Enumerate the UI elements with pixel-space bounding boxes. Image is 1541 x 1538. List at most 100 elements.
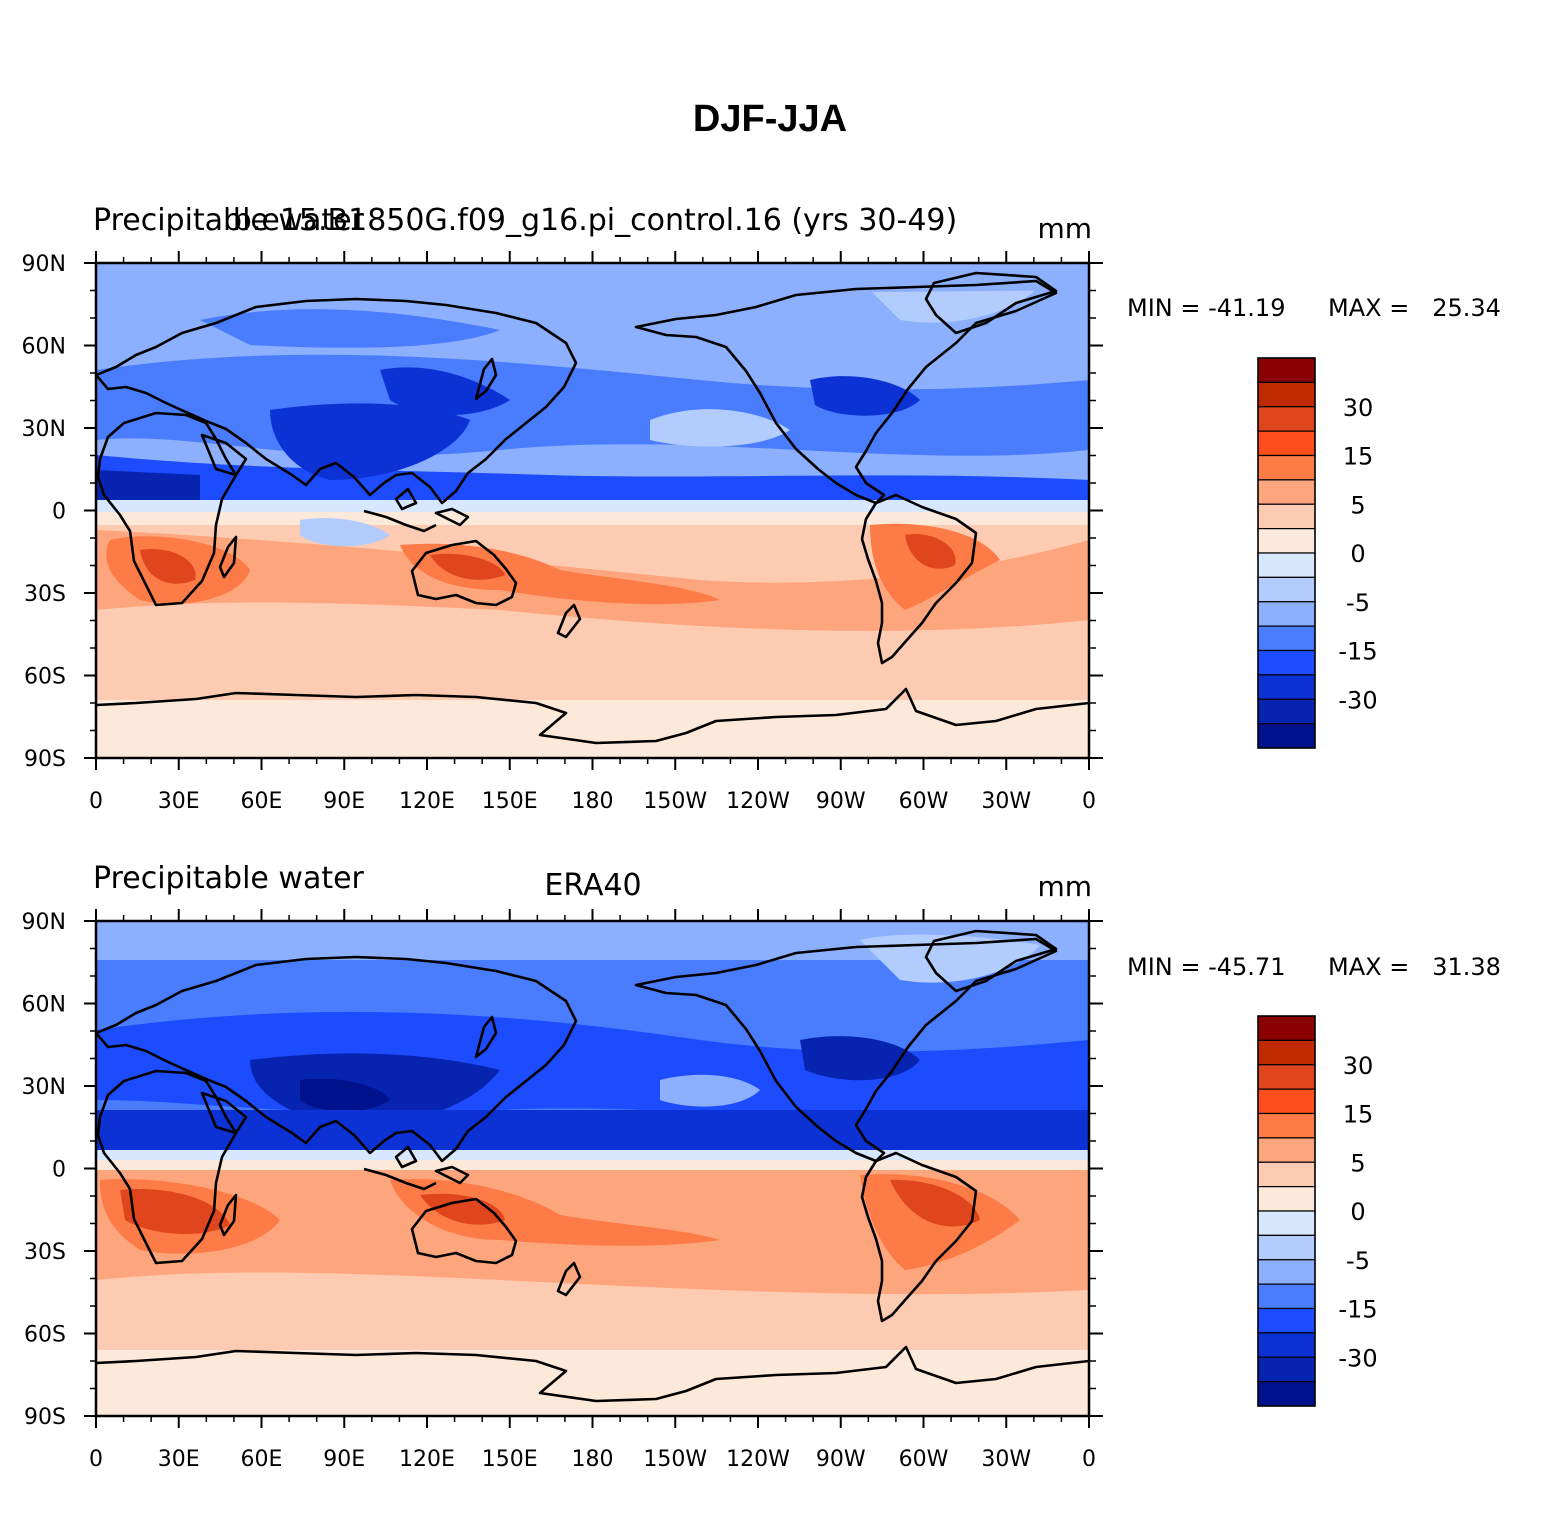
colorbar-swatch [1257,625,1316,652]
colorbar-swatch [1257,381,1316,408]
lat-tick-label: 90N [22,252,66,277]
colorbar-swatch [1257,1307,1316,1334]
colorbar-label: 15 [1343,443,1374,471]
lon-tick-label: 60E [241,789,283,814]
lat-tick-label: 30S [24,582,66,607]
lon-tick-label: 0 [1082,789,1096,814]
lat-tick-label: 90S [24,1405,66,1430]
colorbar-label: -30 [1338,686,1377,714]
colorbar-label: -5 [1346,589,1370,617]
colorbar-swatch [1257,406,1316,432]
lon-tick-label: 120W [726,789,790,814]
lon-axis-ticks: 0 30E 60E 90E 120E 150E 180 150W 120W 90W 60W 30W 09… [22,909,1103,1472]
lon-tick-label: 120W [726,1447,790,1472]
map-field [96,921,1089,1416]
colorbar-swatch [1257,1039,1316,1066]
colorbar-label: -5 [1346,1247,1370,1275]
colorbar-label: 30 [1343,1052,1374,1080]
lon-tick-label: 180 [572,789,614,814]
max-label: MAX = 25.34 [1328,294,1501,322]
panel-center-title: b.e15.B1850G.f09_g16.pi_control.16 (yrs … [233,203,957,238]
colorbar-swatch [1257,674,1316,700]
panel-units: mm [1037,212,1092,245]
panel-left-title: Precipitable water [93,861,365,896]
colorbar-label: 15 [1343,1101,1374,1129]
colorbar-swatch [1257,1161,1316,1188]
lon-tick-label: 150W [643,789,707,814]
colorbar-label: -15 [1338,638,1377,666]
panel-left-title: Precipitable water [93,203,365,238]
figure-title: DJF-JJA [693,98,847,140]
lat-tick-label: 60S [24,1323,66,1348]
lon-tick-label: 120E [399,1447,455,1472]
lon-tick-label: 30W [981,1447,1031,1472]
colorbar-swatch [1257,357,1316,383]
colorbar-label: 5 [1350,491,1365,519]
lat-tick-label: 60N [22,335,66,360]
lon-tick-label: 180 [572,1447,614,1472]
colorbar-label: 30 [1343,394,1374,422]
colorbar-swatch [1257,1112,1316,1139]
colorbar-swatch [1257,1381,1316,1407]
colorbar-swatch [1257,479,1316,505]
colorbar-swatch [1257,1259,1316,1285]
lon-tick-label: 90E [323,789,365,814]
lon-tick-label: 60W [899,789,949,814]
colorbar-swatch [1257,454,1316,481]
lat-tick-label: 30N [22,417,66,442]
colorbar-swatch [1257,1064,1316,1090]
colorbar-swatch [1257,430,1316,457]
colorbar-swatch [1257,576,1316,603]
colorbar-swatch [1257,649,1316,676]
colorbar-label: -30 [1338,1344,1377,1372]
lon-tick-label: 30E [158,1447,200,1472]
lat-tick-label: 60S [24,665,66,690]
colorbar-swatch [1257,1332,1316,1358]
lat-tick-label: 0 [52,500,66,525]
colorbar-swatch [1257,723,1316,749]
lon-tick-label: 90W [816,1447,866,1472]
lon-tick-label: 150E [482,1447,538,1472]
lon-tick-label: 60E [241,1447,283,1472]
lon-tick-label: 150E [482,789,538,814]
lon-tick-label: 120E [399,789,455,814]
colorbar-swatch [1257,601,1316,627]
lon-tick-label: 0 [1082,1447,1096,1472]
min-label: MIN = -45.71 [1127,953,1285,981]
colorbar-swatch [1257,528,1316,554]
colorbar: 30 15 5 0 -5 -15 -30 [1257,1015,1378,1407]
panel-center-title: ERA40 [544,868,641,903]
lon-tick-label: 30W [981,789,1031,814]
colorbar-swatch [1257,1234,1316,1261]
colorbar-swatch [1257,1088,1316,1115]
lat-tick-label: 90N [22,910,66,935]
lon-tick-label: 60W [899,1447,949,1472]
lat-tick-label: 30S [24,1240,66,1265]
colorbar-swatch [1257,1015,1316,1041]
colorbar-swatch [1257,1356,1316,1383]
colorbar-swatch [1257,552,1316,578]
lon-tick-label: 0 [89,789,103,814]
lon-tick-label: 150W [643,1447,707,1472]
lat-tick-label: 0 [52,1158,66,1183]
colorbar-swatch [1257,503,1316,530]
min-label: MIN = -41.19 [1127,294,1285,322]
panel-model: Precipitable water b.e15.B1850G.f09_g16.… [22,203,1501,814]
lat-tick-label: 90S [24,747,66,772]
colorbar-label: 0 [1350,1198,1365,1226]
map-field [96,263,1089,758]
lon-tick-label: 0 [89,1447,103,1472]
lon-axis-ticks: 0 30E 60E 90E 120E 150E 180 150W 120W 90W 60W 30W 09… [22,251,1103,814]
colorbar-swatch [1257,1210,1316,1236]
lon-tick-label: 30E [158,789,200,814]
colorbar-label: -15 [1338,1296,1377,1324]
colorbar-swatch [1257,1283,1316,1310]
lon-tick-label: 90E [323,1447,365,1472]
lon-tick-label: 90W [816,789,866,814]
colorbar-swatch [1257,1186,1316,1212]
lat-tick-label: 60N [22,993,66,1018]
colorbar-label: 5 [1350,1149,1365,1177]
max-label: MAX = 31.38 [1328,953,1501,981]
colorbar-swatch [1257,1137,1316,1163]
